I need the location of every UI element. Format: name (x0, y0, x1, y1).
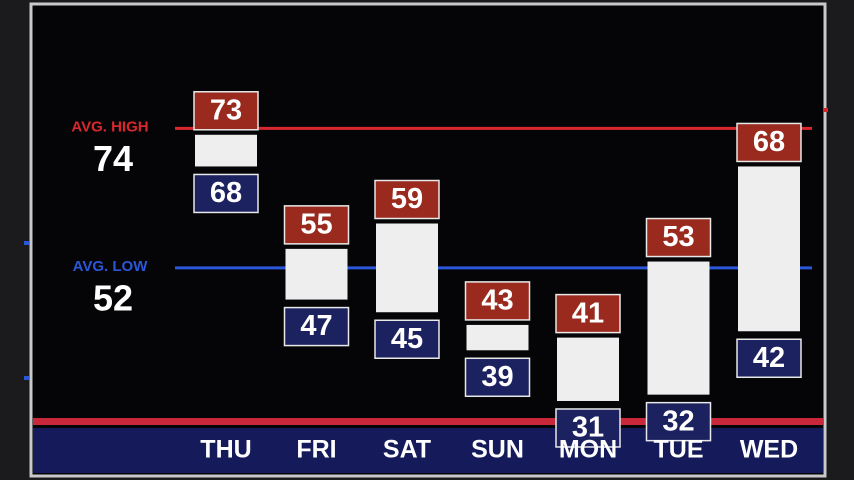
high-label-box (374, 179, 440, 220)
low-label-box (736, 338, 802, 379)
high-label: 41 (572, 297, 604, 329)
baseline-stripe (33, 418, 823, 425)
low-label-box (555, 408, 621, 448)
high-label: 55 (300, 209, 332, 241)
high-label: 59 (391, 183, 423, 215)
high-label-box (645, 217, 712, 258)
high-label: 68 (753, 126, 785, 158)
day-label: TUE (654, 436, 704, 464)
high-label-box (193, 91, 259, 131)
range-bar (557, 337, 619, 401)
day-label: FRI (296, 436, 336, 464)
range-bar (285, 248, 348, 300)
day-label: WED (740, 436, 798, 464)
low-label-box (374, 319, 440, 359)
low-label-box (645, 401, 712, 442)
low-label: 39 (481, 361, 513, 393)
low-label-box (283, 306, 350, 347)
reference-value: 74 (93, 138, 133, 179)
high-label-box (555, 293, 621, 334)
day-label: THU (200, 436, 251, 464)
high-label-box (283, 205, 350, 245)
edge-tick (24, 376, 29, 380)
reference-label: AVG. HIGH (71, 118, 148, 135)
high-label: 73 (210, 94, 242, 126)
range-bar (647, 261, 710, 395)
low-label: 32 (662, 405, 694, 437)
range-bar (195, 134, 257, 167)
low-label: 68 (210, 177, 242, 209)
edge-tick (24, 241, 29, 245)
low-label-box (464, 357, 531, 398)
range-bar (376, 223, 438, 313)
edge-tick (823, 108, 828, 112)
low-label: 42 (753, 342, 785, 374)
low-label: 45 (391, 323, 423, 355)
day-label: SAT (383, 436, 431, 464)
reference-label: AVG. LOW (73, 258, 149, 275)
day-label: MON (559, 436, 617, 464)
day-label: SUN (471, 436, 524, 464)
high-label-box (464, 281, 531, 321)
high-label: 43 (481, 285, 513, 317)
high-label: 53 (662, 221, 694, 253)
reference-value: 52 (93, 277, 133, 318)
low-label: 31 (572, 412, 604, 444)
low-label: 47 (300, 310, 332, 342)
range-bar (738, 166, 800, 332)
low-label-box (193, 173, 259, 214)
range-bar (466, 324, 529, 351)
high-label-box (736, 122, 802, 163)
